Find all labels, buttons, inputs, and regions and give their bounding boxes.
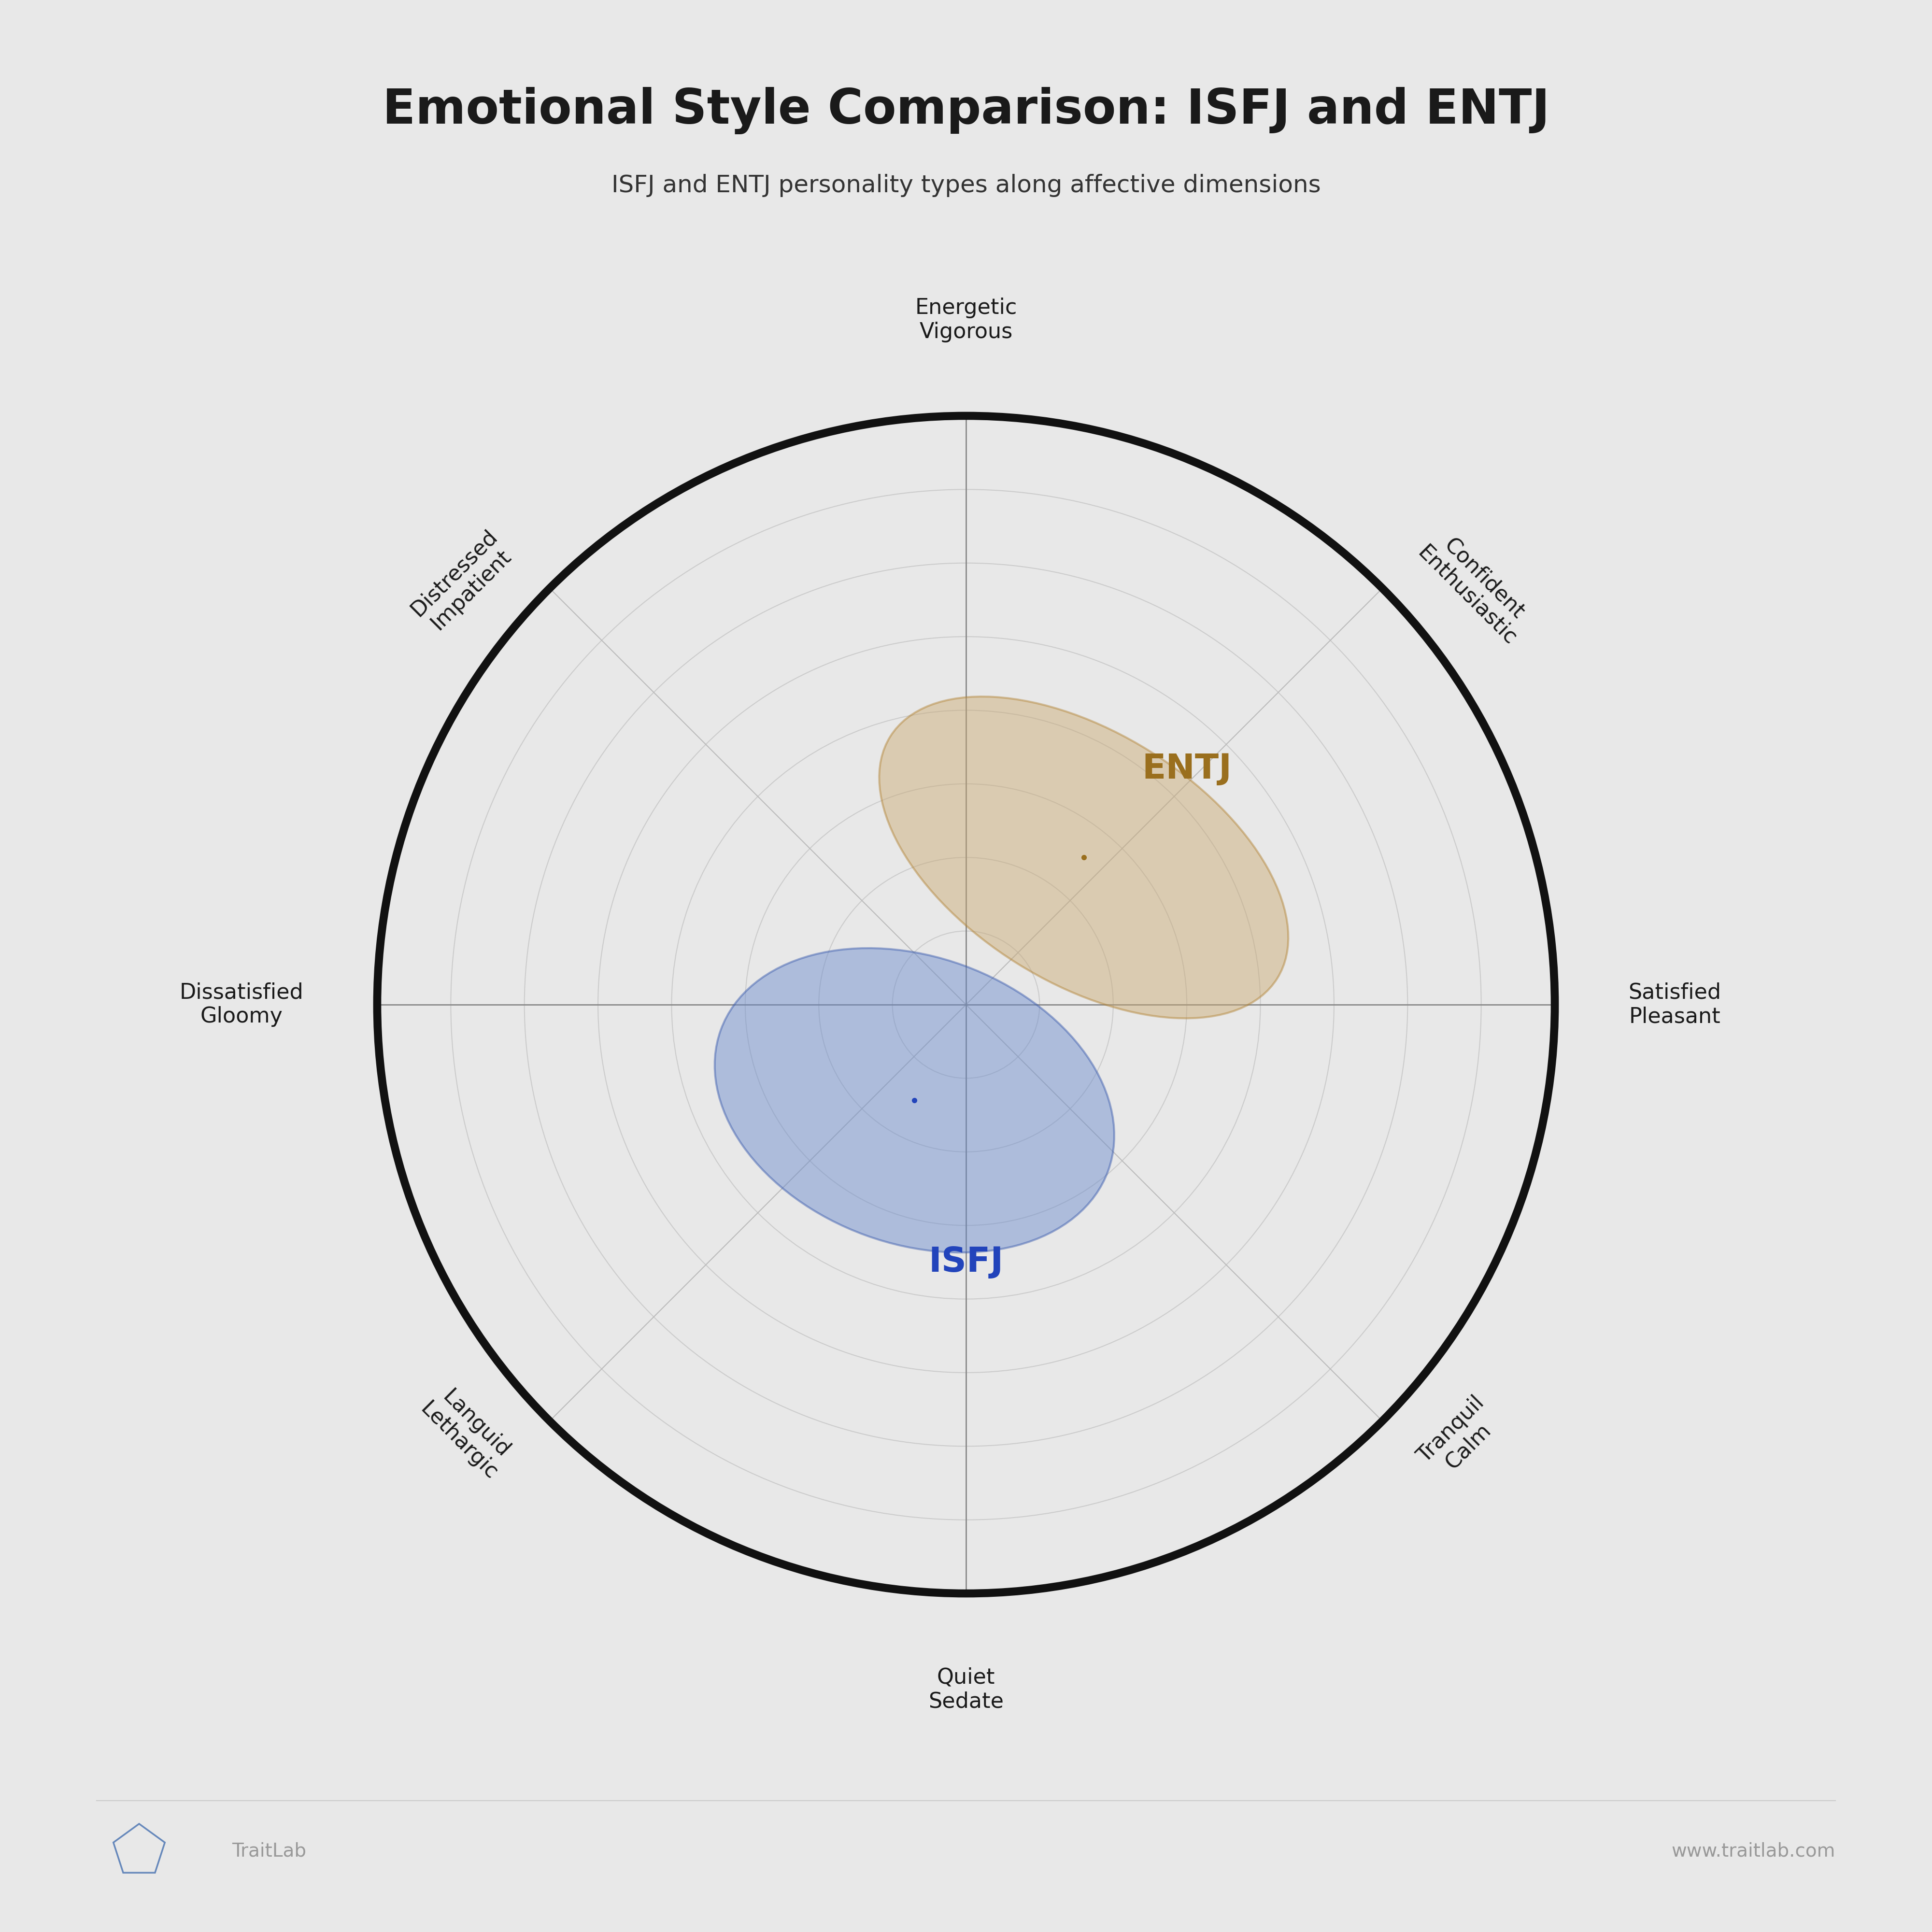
Text: ISFJ: ISFJ: [929, 1246, 1003, 1279]
Text: Tranquil
Calm: Tranquil Calm: [1414, 1393, 1505, 1484]
Text: www.traitlab.com: www.traitlab.com: [1671, 1841, 1835, 1861]
Text: Satisfied
Pleasant: Satisfied Pleasant: [1629, 981, 1721, 1028]
Text: TraitLab: TraitLab: [232, 1841, 305, 1861]
Text: ISFJ and ENTJ personality types along affective dimensions: ISFJ and ENTJ personality types along af…: [611, 174, 1321, 197]
Text: Languid
Lethargic: Languid Lethargic: [415, 1381, 518, 1484]
Ellipse shape: [715, 949, 1115, 1252]
Text: Quiet
Sedate: Quiet Sedate: [927, 1667, 1005, 1712]
Text: Energetic
Vigorous: Energetic Vigorous: [916, 298, 1016, 342]
Text: Confident
Enthusiastic: Confident Enthusiastic: [1414, 526, 1538, 649]
Text: ENTJ: ENTJ: [1142, 752, 1233, 786]
Ellipse shape: [879, 697, 1289, 1018]
Text: Emotional Style Comparison: ISFJ and ENTJ: Emotional Style Comparison: ISFJ and ENT…: [383, 87, 1549, 135]
Text: Dissatisfied
Gloomy: Dissatisfied Gloomy: [180, 981, 303, 1028]
Text: Distressed
Impatient: Distressed Impatient: [408, 526, 518, 638]
